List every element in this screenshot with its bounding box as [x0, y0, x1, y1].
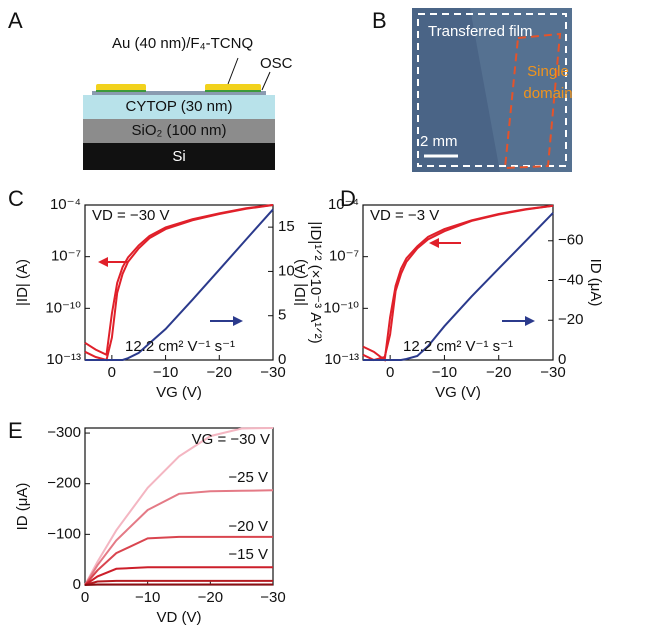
y2-tick-label: 5 — [278, 307, 286, 324]
axis-arrows — [98, 238, 535, 326]
device-diagram: Au (40 nm)/F₄-TCNQ OSC CYTOP (30 nm) SiO… — [83, 35, 293, 170]
annotation: 12.2 cm² V⁻¹ s⁻¹ — [403, 338, 513, 355]
y2-axis-label: |ID|¹ᐟ² (×10⁻³ A¹ᐟ²) — [307, 221, 324, 343]
annotation: −20 V — [228, 518, 268, 535]
film-region — [470, 8, 572, 172]
data-line — [84, 204, 274, 357]
annotation: 12.2 cm² V⁻¹ s⁻¹ — [125, 338, 235, 355]
data-line — [362, 204, 554, 362]
data-line — [84, 427, 274, 586]
x-tick-label: −30 — [260, 589, 285, 606]
y-tick-label: 0 — [73, 576, 81, 593]
scale-label: 2 mm — [420, 133, 458, 150]
panel-letter: D — [340, 186, 356, 211]
y2-tick-label: −20 — [558, 311, 583, 328]
electrode — [96, 84, 146, 91]
y2-tick-label: 15 — [278, 218, 295, 235]
y-tick-label: −300 — [47, 424, 81, 441]
y2-tick-label: 0 — [558, 351, 566, 368]
y-tick-label: −200 — [47, 475, 81, 492]
y-axis-label: |ID| (A) — [14, 259, 31, 306]
data-line — [84, 583, 273, 586]
data-line — [84, 566, 273, 586]
si-layer — [83, 143, 275, 170]
y-tick-label: 10⁻⁴ — [328, 196, 359, 213]
x-axis-label: VG (V) — [156, 384, 202, 401]
film-outline — [417, 13, 567, 167]
x-axis-label: VG (V) — [435, 384, 481, 401]
film-label: Transferred film — [428, 23, 532, 40]
electrode-label: Au (40 nm)/F₄-TCNQ — [112, 35, 253, 52]
domain-outline — [503, 32, 562, 170]
arrow-head — [429, 238, 439, 248]
sio2-layer — [83, 119, 275, 143]
x-tick-label: −20 — [198, 589, 223, 606]
y2-tick-label: 0 — [278, 351, 286, 368]
plot-frame — [362, 204, 554, 361]
layer-label: SiO₂ (100 nm) — [131, 122, 226, 139]
y-axis-label: ID (μA) — [14, 483, 31, 531]
annotation: −15 V — [228, 546, 268, 563]
pointer — [261, 71, 271, 91]
y-tick-label: 10⁻¹³ — [324, 351, 359, 368]
domain-label: domain — [523, 85, 572, 102]
osc-layer — [92, 91, 266, 95]
data-line — [363, 212, 554, 361]
domain-label: Single — [527, 63, 569, 80]
annotation: VG = −30 V — [192, 431, 270, 448]
plot-frame — [84, 204, 274, 361]
osc-label: OSC — [260, 55, 293, 72]
panel-letter: B — [372, 8, 387, 33]
layer-label: CYTOP (30 nm) — [126, 98, 233, 115]
y2-tick-label: 10 — [278, 262, 295, 279]
x-tick-label: 0 — [108, 364, 116, 381]
data-line — [85, 208, 274, 361]
arrow-head — [233, 316, 243, 326]
x-tick-label: −30 — [540, 364, 565, 381]
annotation: VD = −3 V — [370, 207, 439, 224]
cytop-layer — [83, 95, 275, 119]
data-line — [362, 204, 554, 362]
annotation: VD = −30 V — [92, 207, 170, 224]
data-line — [84, 489, 274, 586]
y-tick-label: 10⁻⁷ — [51, 248, 81, 265]
x-tick-label: −30 — [260, 364, 285, 381]
x-tick-label: −10 — [135, 589, 160, 606]
x-tick-label: 0 — [386, 364, 394, 381]
data-line — [84, 579, 273, 586]
pointer — [227, 57, 239, 85]
y2-tick-label: −40 — [558, 271, 583, 288]
electrode — [205, 84, 261, 91]
y2-axis-label: ID (μA) — [587, 259, 604, 307]
dopant-layer — [96, 90, 146, 92]
x-tick-label: 0 — [81, 589, 89, 606]
data-line — [84, 535, 273, 586]
x-tick-label: −10 — [153, 364, 178, 381]
annotation: −25 V — [228, 469, 268, 486]
data-line — [84, 204, 274, 362]
arrow-head — [98, 257, 108, 267]
panel-letter: E — [8, 418, 23, 443]
y-tick-label: 10⁻⁷ — [329, 248, 359, 265]
x-tick-label: −20 — [486, 364, 511, 381]
y-tick-label: 10⁻¹⁰ — [45, 299, 81, 316]
panel-letter: C — [8, 186, 24, 211]
x-tick-label: −20 — [207, 364, 232, 381]
layer-label: Si — [172, 148, 185, 165]
y-tick-label: 10⁻¹³ — [46, 351, 81, 368]
y-axis-label: |ID| (A) — [292, 259, 309, 306]
y-tick-label: −100 — [47, 525, 81, 542]
y-tick-label: 10⁻⁴ — [50, 196, 81, 213]
dopant-layer — [205, 90, 261, 92]
y-tick-label: 10⁻¹⁰ — [323, 299, 359, 316]
micrograph: Transferred film Single domain 2 mm — [412, 8, 573, 172]
panel-letter: A — [8, 8, 23, 33]
arrow-head — [525, 316, 535, 326]
x-tick-label: −10 — [432, 364, 457, 381]
x-axis-label: VD (V) — [157, 609, 202, 626]
y2-tick-label: −60 — [558, 232, 583, 249]
